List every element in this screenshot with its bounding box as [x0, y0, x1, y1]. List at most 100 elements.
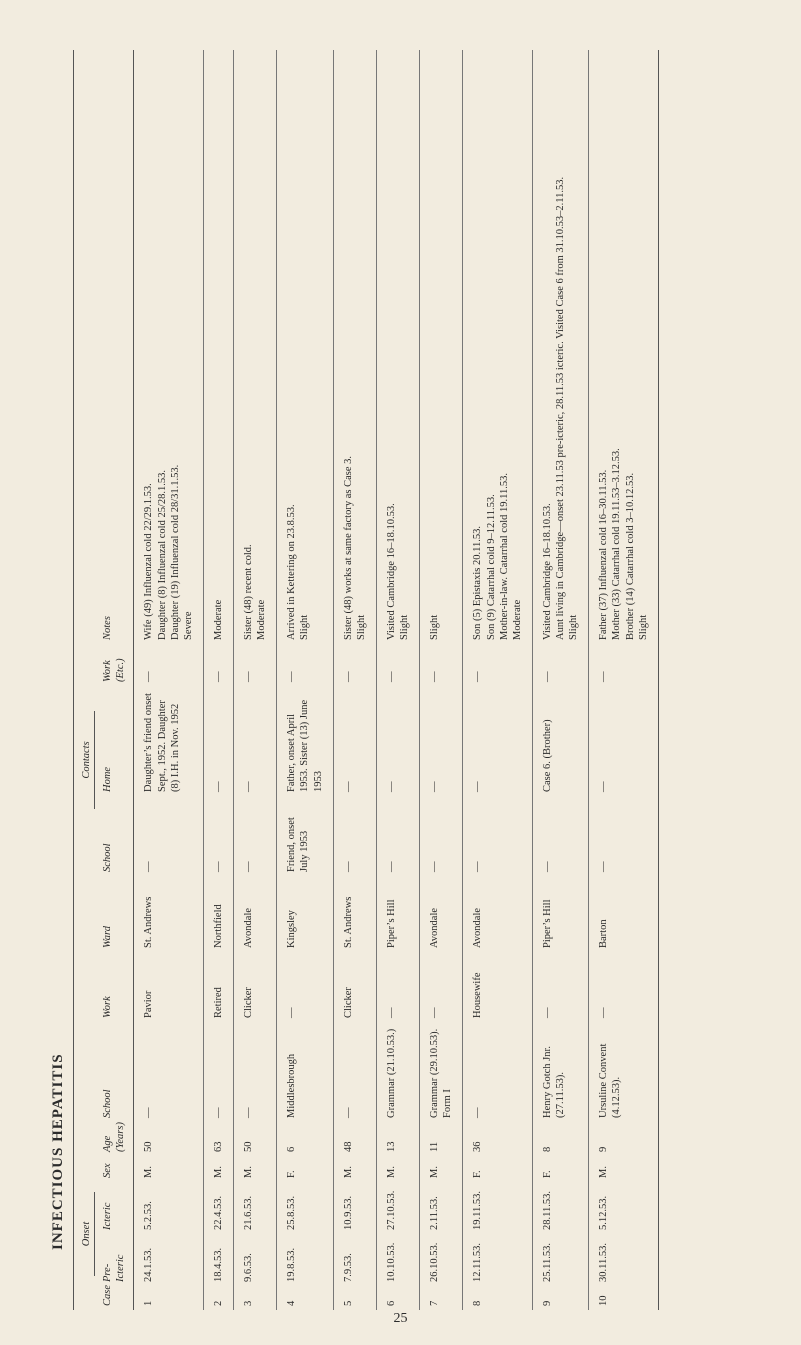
cell-work: — [420, 952, 463, 1022]
cell-home: Daughter’s friend onset Sept., 1952. Dau… [134, 686, 204, 796]
table-row: 925.11.53.28.11.53.F.8Henry Gotch Jnr. (… [532, 50, 588, 1310]
cell-ward: Piper’s Hill [532, 876, 588, 952]
cell-age: 50 [234, 1122, 277, 1156]
col-icteric: Icteric [97, 1182, 134, 1234]
cell-case: 10 [589, 1286, 659, 1310]
cell-icteric: 2.11.53. [420, 1182, 463, 1234]
col-work: Work [97, 952, 134, 1022]
spacer [74, 1122, 98, 1156]
cell-work: Housewife [463, 952, 533, 1022]
col-ward: Ward [97, 876, 134, 952]
cell-work-etc: — [589, 644, 659, 686]
cell-ward: Northfield [203, 876, 233, 952]
page: INFECTIOUS HEPATITIS Onset [0, 0, 801, 1345]
cell-school: — [333, 1022, 376, 1122]
cell-age: 13 [376, 1122, 419, 1156]
cell-case: 7 [420, 1286, 463, 1310]
cell-c-school: — [134, 796, 204, 876]
cell-school: Henry Gotch Jnr. (27.11.53). [532, 1022, 588, 1122]
cell-sex: F. [532, 1156, 588, 1182]
table-row: 812.11.53.19.11.53.F.36—HousewifeAvondal… [463, 50, 533, 1310]
cell-ward: Avondale [234, 876, 277, 952]
table-row: 419.8.53.25.8.53.F.6Middlesbrough—Kingsl… [277, 50, 333, 1310]
cell-home: — [234, 686, 277, 796]
cell-c-school: — [376, 796, 419, 876]
cell-icteric: 5.2.53. [134, 1182, 204, 1234]
spacer [74, 1022, 98, 1122]
cell-notes: Father (37) Influenzal cold 16–30.11.53.… [589, 50, 659, 644]
col-case: Case [97, 1286, 134, 1310]
cell-pre: 9.6.53. [234, 1234, 277, 1286]
col-c-school: School [97, 796, 134, 876]
cell-work: — [376, 952, 419, 1022]
cell-notes: Sister (48) recent cold. Moderate [234, 50, 277, 644]
spacer [74, 952, 98, 1022]
cell-sex: F. [277, 1156, 333, 1182]
cell-c-school: — [333, 796, 376, 876]
col-school: School [97, 1022, 134, 1122]
cell-work: Retired [203, 952, 233, 1022]
document-title: INFECTIOUS HEPATITIS [50, 50, 67, 1250]
group-contacts-label: Contacts [80, 711, 95, 808]
cell-pre: 25.11.53. [532, 1234, 588, 1286]
cell-notes: Wife (49) Influenzal cold 22/29.1.53. Da… [134, 50, 204, 644]
col-pre: Pre- Icteric [97, 1234, 134, 1286]
cell-work: — [589, 952, 659, 1022]
cell-work-etc: — [277, 644, 333, 686]
cell-sex: M. [234, 1156, 277, 1182]
cell-c-school: — [203, 796, 233, 876]
cell-work: — [532, 952, 588, 1022]
cell-age: 6 [277, 1122, 333, 1156]
group-contacts: Contacts [74, 644, 98, 876]
cell-home: — [463, 686, 533, 796]
cell-school: — [463, 1022, 533, 1122]
cell-sex: M. [420, 1156, 463, 1182]
cell-pre: 18.4.53. [203, 1234, 233, 1286]
col-notes: Notes [97, 50, 134, 644]
table-row: 39.6.53.21.6.53.M.50—ClickerAvondale———S… [234, 50, 277, 1310]
cell-home: Case 6. (Brother) [532, 686, 588, 796]
cell-pre: 24.1.53. [134, 1234, 204, 1286]
cell-sex: M. [333, 1156, 376, 1182]
cell-home: — [420, 686, 463, 796]
cell-school: Ursuline Convent (4.12.53). [589, 1022, 659, 1122]
cell-ward: Avondale [420, 876, 463, 952]
group-onset: Onset [74, 1182, 98, 1286]
cell-work: Pavior [134, 952, 204, 1022]
cell-notes: Son (5) Epistaxis 20.11.53. Son (9) Cata… [463, 50, 533, 644]
cell-case: 8 [463, 1286, 533, 1310]
cell-c-school: — [589, 796, 659, 876]
cell-pre: 12.11.53. [463, 1234, 533, 1286]
cell-sex: M. [589, 1156, 659, 1182]
table-row: 218.4.53.22.4.53.M.63—RetiredNorthfield—… [203, 50, 233, 1310]
cell-work-etc: — [234, 644, 277, 686]
cell-age: 11 [420, 1122, 463, 1156]
cell-sex: M. [203, 1156, 233, 1182]
spacer [74, 1156, 98, 1182]
cell-icteric: 28.11.53. [532, 1182, 588, 1234]
cell-notes: Arrived in Kettering on 23.8.53. Slight [277, 50, 333, 644]
table-row: 1030.11.53.5.12.53.M.9Ursuline Convent (… [589, 50, 659, 1310]
cell-age: 48 [333, 1122, 376, 1156]
cell-home: — [203, 686, 233, 796]
cell-case: 4 [277, 1286, 333, 1310]
cell-work-etc: — [203, 644, 233, 686]
cell-case: 9 [532, 1286, 588, 1310]
cell-age: 9 [589, 1122, 659, 1156]
cell-age: 50 [134, 1122, 204, 1156]
group-onset-label: Onset [80, 1192, 95, 1277]
cell-work-etc: — [376, 644, 419, 686]
table-body: 124.1.53.5.2.53.M.50—PaviorSt. Andrews—D… [134, 50, 658, 1310]
cell-pre: 10.10.53. [376, 1234, 419, 1286]
cell-ward: Kingsley [277, 876, 333, 952]
hepatitis-table: Onset Contacts Case Pre- Icteric Icteric [73, 50, 659, 1310]
col-work-etc: Work (Etc.) [97, 644, 134, 686]
cell-home: — [376, 686, 419, 796]
cell-age: 63 [203, 1122, 233, 1156]
cell-case: 5 [333, 1286, 376, 1310]
cell-pre: 19.8.53. [277, 1234, 333, 1286]
cell-work-etc: — [333, 644, 376, 686]
col-age: Age (Years) [97, 1122, 134, 1156]
cell-c-school: — [234, 796, 277, 876]
col-home: Home [97, 686, 134, 796]
